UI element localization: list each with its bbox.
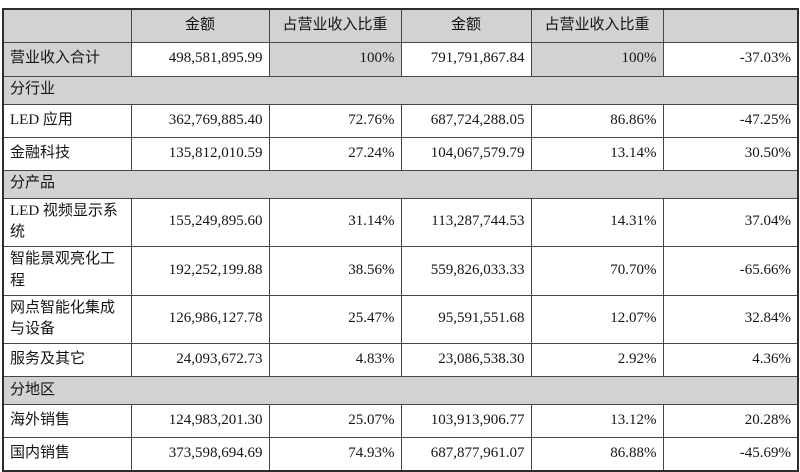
yoy-change-cell: 4.36% [662,343,799,377]
amount-prior-cell: 95,591,551.68 [400,294,532,344]
ratio-current-cell: 100% [268,41,402,77]
ratio-prior-cell: 86.88% [530,437,664,471]
amount-current-cell: 362,769,885.40 [130,103,270,138]
yoy-change-cell: 20.28% [662,404,799,438]
ratio-current-cell: 25.47% [268,294,402,344]
amount-prior-cell: 791,791,867.84 [400,41,532,77]
table-row: 国内销售 373,598,694.69 74.93% 687,877,961.07 86… [2,437,799,471]
ratio-prior-cell: 13.12% [530,404,664,438]
table-row: 智能景观亮化工程 192,252,199.88 38.56% 559,826,033.… [2,246,799,296]
ratio-current-cell: 25.07% [268,404,402,438]
header-cell-ratio-current: 占营业收入比重 [268,8,402,43]
section-row: 分行业 [2,75,799,105]
amount-prior-cell: 687,877,961.07 [400,437,532,471]
table-row: LED 视频显示系统 155,249,895.60 31.14% 113,287,74… [2,197,799,247]
section-row: 分产品 [2,169,799,199]
amount-prior-cell: 103,913,906.77 [400,404,532,438]
header-cell-empty-left [2,8,132,43]
table-row: 金融科技 135,812,010.59 27.24% 104,067,579.79 13… [2,136,799,171]
ratio-prior-cell: 14.31% [530,197,664,247]
row-label: 国内销售 [2,437,132,471]
revenue-breakdown-table: 金额 占营业收入比重 金额 占营业收入比重 营业收入合计 498,581,895.99 1… [2,8,799,472]
table-head: 金额 占营业收入比重 金额 占营业收入比重 [2,8,799,43]
amount-current-cell: 498,581,895.99 [130,41,270,77]
header-cell-amount-prior: 金额 [400,8,532,43]
row-label: 海外销售 [2,404,132,438]
amount-current-cell: 126,986,127.78 [130,294,270,344]
ratio-current-cell: 38.56% [268,246,402,296]
row-label: 服务及其它 [2,343,132,377]
amount-prior-cell: 113,287,744.53 [400,197,532,247]
amount-prior-cell: 559,826,033.33 [400,246,532,296]
amount-prior-cell: 104,067,579.79 [400,136,532,171]
amount-current-cell: 124,983,201.30 [130,404,270,438]
row-label: LED 视频显示系统 [2,197,132,247]
yoy-change-cell: -45.69% [662,437,799,471]
amount-current-cell: 192,252,199.88 [130,246,270,296]
yoy-change-cell: -65.66% [662,246,799,296]
ratio-prior-cell: 70.70% [530,246,664,296]
section-label: 分产品 [2,169,799,199]
ratio-current-cell: 74.93% [268,437,402,471]
row-label: LED 应用 [2,103,132,138]
section-label: 分地区 [2,376,799,405]
table-row: 服务及其它 24,093,672.73 4.83% 23,086,538.30 2.92… [2,343,799,377]
row-label: 营业收入合计 [2,41,132,77]
header-cell-amount-current: 金额 [130,8,270,43]
section-label: 分行业 [2,75,799,105]
header-cell-ratio-prior: 占营业收入比重 [530,8,664,43]
ratio-current-cell: 27.24% [268,136,402,171]
ratio-prior-cell: 13.14% [530,136,664,171]
amount-prior-cell: 23,086,538.30 [400,343,532,377]
yoy-change-cell: 30.50% [662,136,799,171]
yoy-change-cell: 37.04% [662,197,799,247]
row-label: 金融科技 [2,136,132,171]
ratio-current-cell: 31.14% [268,197,402,247]
section-row: 分地区 [2,376,799,405]
ratio-prior-cell: 86.86% [530,103,664,138]
amount-current-cell: 155,249,895.60 [130,197,270,247]
table-row: 网点智能化集成与设备 126,986,127.78 25.47% 95,591,551… [2,294,799,344]
ratio-prior-cell: 2.92% [530,343,664,377]
amount-prior-cell: 687,724,288.05 [400,103,532,138]
yoy-change-cell: 32.84% [662,294,799,344]
amount-current-cell: 135,812,010.59 [130,136,270,171]
ratio-prior-cell: 12.07% [530,294,664,344]
ratio-current-cell: 4.83% [268,343,402,377]
table-row: LED 应用 362,769,885.40 72.76% 687,724,288.05… [2,103,799,138]
table-body: 营业收入合计 498,581,895.99 100% 791,791,867.84 10… [2,41,799,471]
ratio-prior-cell: 100% [530,41,664,77]
header-cell-empty-right [662,8,799,43]
row-label: 网点智能化集成与设备 [2,294,132,344]
yoy-change-cell: -37.03% [662,41,799,77]
amount-current-cell: 24,093,672.73 [130,343,270,377]
table-row: 营业收入合计 498,581,895.99 100% 791,791,867.84 10… [2,41,799,77]
ratio-current-cell: 72.76% [268,103,402,138]
yoy-change-cell: -47.25% [662,103,799,138]
table-header-row: 金额 占营业收入比重 金额 占营业收入比重 [2,8,799,43]
table-row: 海外销售 124,983,201.30 25.07% 103,913,906.77 13… [2,404,799,438]
row-label: 智能景观亮化工程 [2,246,132,296]
amount-current-cell: 373,598,694.69 [130,437,270,471]
